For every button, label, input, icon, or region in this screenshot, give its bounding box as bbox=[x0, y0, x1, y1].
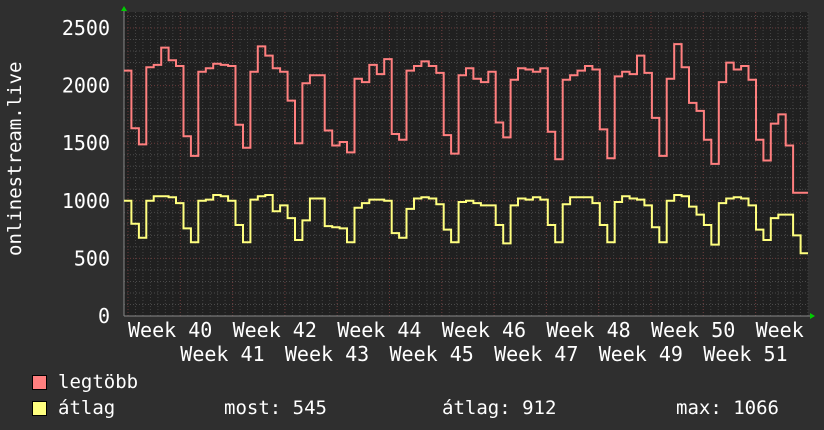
x-tick-label: Week 47 bbox=[494, 342, 579, 366]
series-line-avg bbox=[124, 194, 808, 255]
legend-swatch-avg bbox=[32, 401, 47, 416]
x-tick-label: Week bbox=[755, 318, 804, 342]
x-tick-label: Week 51 bbox=[703, 342, 788, 366]
y-axis-arrow bbox=[121, 6, 127, 11]
y-tick-label: 1500 bbox=[62, 131, 110, 155]
x-tick-label: Week 46 bbox=[441, 318, 527, 342]
x-axis-arrow bbox=[810, 313, 815, 319]
x-tick-label: Week 42 bbox=[232, 318, 317, 342]
y-tick-label: 0 bbox=[98, 304, 110, 328]
x-tick-label: Week 43 bbox=[284, 342, 370, 366]
stat-max: max: 1066 bbox=[676, 397, 779, 419]
x-tick-label: Week 44 bbox=[337, 318, 422, 342]
x-tick-label: Week 48 bbox=[546, 318, 631, 342]
y-tick-label: 2000 bbox=[62, 74, 110, 98]
x-tick-label: Week 45 bbox=[389, 342, 474, 366]
x-axis-labels: Week 40 Week 41 Week 42 Week 43 Week 44 Week … bbox=[128, 318, 804, 366]
x-tick-label: Week 40 bbox=[128, 318, 213, 342]
x-tick-label: Week 41 bbox=[180, 342, 265, 366]
x-tick-label: Week 50 bbox=[651, 318, 736, 342]
y-tick-label: 500 bbox=[74, 246, 110, 270]
y-tick-label: 2500 bbox=[62, 16, 110, 40]
x-tick-label: Week 49 bbox=[598, 342, 683, 366]
legend-max-label: legtöbb bbox=[58, 371, 139, 393]
legend-avg-label: átlag bbox=[58, 397, 116, 419]
stat-now: most: 545 bbox=[224, 397, 327, 419]
series-line-max bbox=[124, 43, 808, 194]
stat-avg: átlag: 912 bbox=[442, 397, 557, 419]
legend-swatch-max bbox=[32, 375, 47, 390]
y-tick-label: 1000 bbox=[62, 189, 110, 213]
